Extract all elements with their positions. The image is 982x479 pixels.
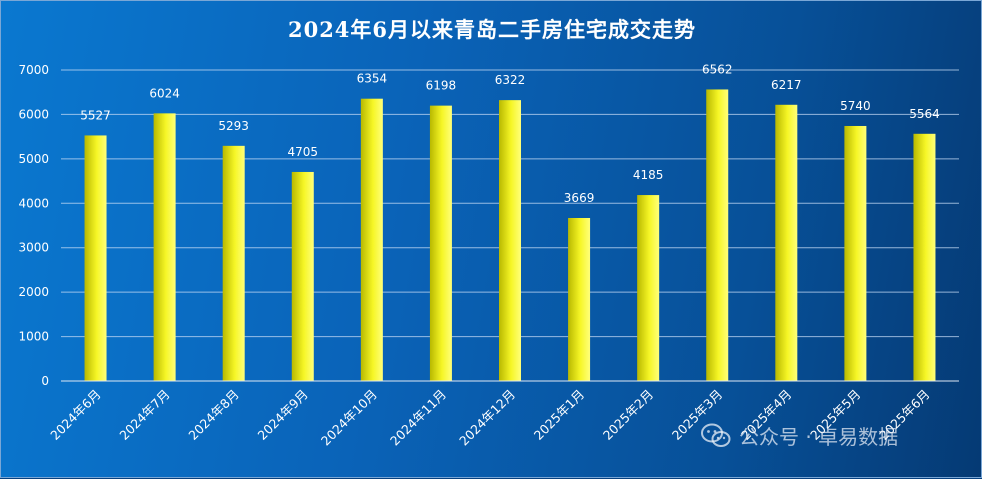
y-tick-label: 4000: [18, 196, 49, 210]
x-tick-label: 2025年1月: [531, 387, 587, 443]
data-label: 3669: [564, 191, 595, 205]
data-label: 5564: [909, 107, 940, 121]
y-tick-label: 0: [41, 374, 49, 388]
bar: [222, 145, 245, 381]
bar: [499, 100, 521, 382]
bar: [84, 135, 107, 381]
watermark-text: 公众号 · 卓易数据: [739, 425, 899, 449]
data-label: 6354: [357, 72, 388, 86]
bar: [291, 171, 314, 381]
y-tick-label: 2000: [18, 285, 49, 299]
data-labels: 5527 6024 5293 4705 6354 6198 6322 3669 4185 6562…: [80, 62, 939, 205]
watermark: 公众号 · 卓易数据: [701, 421, 898, 450]
bars: [84, 89, 936, 382]
x-tick-label: 2024年10月: [318, 387, 380, 449]
wechat-icon: [701, 423, 731, 447]
data-label: 6217: [771, 78, 802, 92]
x-tick-label: 2024年8月: [185, 387, 241, 443]
data-label: 4705: [287, 145, 318, 159]
x-tick-label: 2024年9月: [254, 387, 310, 443]
data-label: 6024: [149, 86, 180, 100]
x-tick-label: 2024年6月: [47, 387, 103, 443]
y-tick-label: 5000: [18, 152, 49, 166]
y-tick-label: 6000: [18, 107, 49, 121]
bar: [844, 125, 867, 381]
bar: [360, 98, 383, 381]
bar: [568, 217, 591, 381]
y-tick-label: 3000: [18, 241, 49, 255]
data-label: 6562: [702, 62, 733, 76]
x-tick-label: 2024年7月: [116, 387, 172, 443]
data-label: 4185: [633, 168, 664, 182]
bar: [429, 105, 452, 381]
data-label: 5740: [840, 99, 871, 113]
bar: [153, 113, 176, 381]
bar: [637, 195, 660, 381]
y-tick-label: 1000: [18, 330, 49, 344]
x-tick-label: 2024年11月: [387, 387, 449, 449]
x-tick-label: 2025年2月: [600, 387, 656, 443]
bar: [706, 89, 729, 381]
data-label: 6322: [495, 73, 526, 87]
chart-title: 2024年6月以来青岛二手房住宅成交走势: [287, 17, 697, 42]
bar: [775, 104, 798, 382]
y-tick-label: 7000: [18, 63, 49, 77]
y-axis: 0 1000 2000 3000 4000 5000 6000 7000: [18, 63, 49, 388]
x-tick-label: 2024年12月: [456, 387, 518, 449]
data-label: 6198: [426, 79, 457, 93]
data-label: 5293: [218, 119, 249, 133]
data-label: 5527: [80, 108, 111, 122]
bar: [913, 133, 936, 381]
